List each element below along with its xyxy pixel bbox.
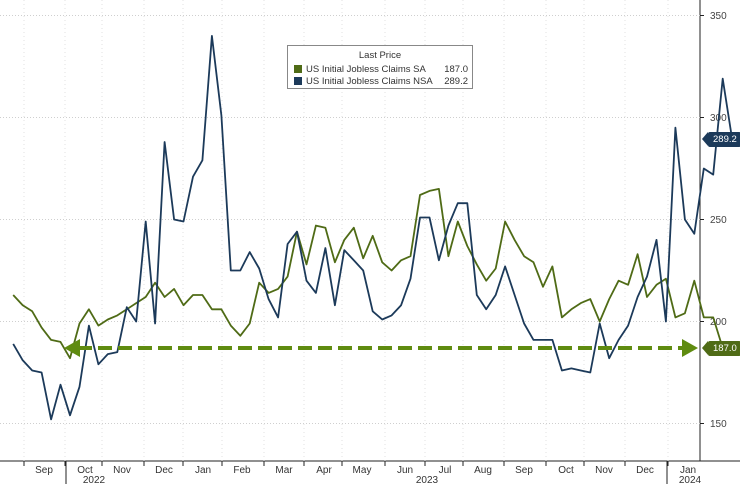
series-line-sa [12, 187, 724, 360]
x-tick-label: Jul [439, 465, 452, 476]
grid-lines [0, 0, 740, 462]
last-value-tag-sa: 187.0 [702, 340, 740, 356]
last-value-tag-nsa: 289.2 [702, 132, 740, 148]
x-tick-label: Oct [558, 465, 574, 476]
legend-value-nsa: 289.2 [444, 75, 468, 87]
arrowhead-left [64, 339, 80, 358]
legend-label-sa: US Initial Jobless Claims SA [306, 63, 426, 75]
legend-swatch-nsa [294, 77, 302, 85]
x-tick-label: Oct [77, 465, 93, 476]
y-tick-label: 150 [710, 419, 727, 430]
x-year-label: 2022 [83, 475, 106, 484]
x-tick-label: Jan [195, 465, 211, 476]
series-line-nsa [12, 35, 734, 421]
x-tick-label: Feb [233, 465, 251, 476]
legend-value-sa: 187.0 [444, 63, 468, 75]
year-dividers [65, 461, 668, 484]
legend: Last Price US Initial Jobless Claims SA … [287, 45, 473, 89]
arrowhead-right [682, 339, 698, 358]
legend-title: Last Price [358, 50, 402, 61]
x-tick-label: Aug [474, 465, 492, 476]
legend-entry-nsa: US Initial Jobless Claims NSA 289.2 [294, 75, 468, 87]
x-tick-label: Dec [155, 465, 173, 476]
x-tick-label: Apr [316, 465, 332, 476]
x-tick-label: May [353, 465, 372, 476]
x-tick-label: Mar [275, 465, 293, 476]
x-tick-label: Sep [35, 465, 53, 476]
x-tick-label: Jan [680, 465, 696, 476]
x-tick-label: Dec [636, 465, 654, 476]
x-tick-label: Jun [397, 465, 413, 476]
x-tick-label: Nov [113, 465, 131, 476]
legend-entry-sa: US Initial Jobless Claims SA 187.0 [294, 63, 468, 75]
legend-label-nsa: US Initial Jobless Claims NSA [306, 75, 433, 87]
dashed-level-arrow [64, 339, 698, 358]
x-year-label: 2024 [679, 475, 702, 484]
x-tick-label: Nov [595, 465, 613, 476]
legend-swatch-sa [294, 65, 302, 73]
y-tick-label: 250 [710, 215, 727, 226]
x-tick-label: Sep [515, 465, 533, 476]
y-tick-label: 200 [710, 317, 727, 328]
series-lines [12, 35, 734, 421]
x-axis: Sep Oct Nov Dec Jan Feb Mar Apr May Jun Jul Aug Sep O… [23, 461, 702, 484]
y-tick-label: 350 [710, 11, 727, 22]
x-year-label: 2023 [416, 475, 439, 484]
